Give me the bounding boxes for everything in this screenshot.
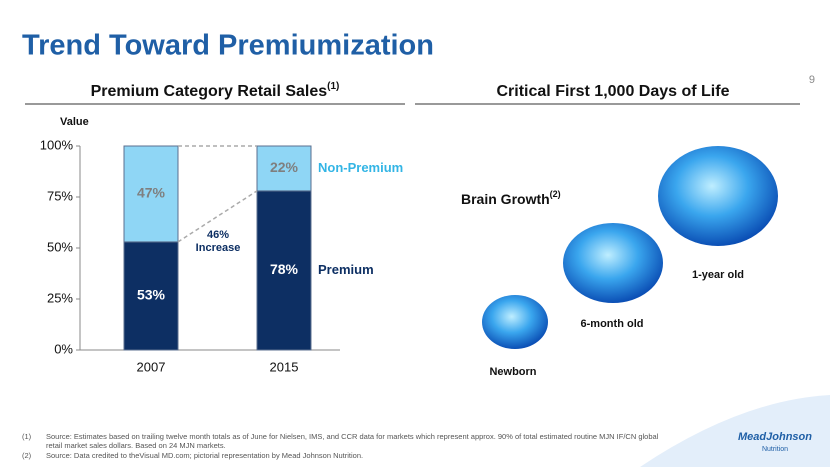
data-label: 22% [270, 159, 299, 175]
footnote-ref: (2) [550, 189, 561, 199]
annotation: 46% [207, 229, 229, 241]
legend-label: Non-Premium [318, 160, 403, 175]
bar-segment [256, 145, 312, 192]
y-tick-label: 25% [47, 290, 73, 305]
data-label: 47% [137, 185, 166, 201]
y-axis-label: Value [60, 116, 89, 128]
y-tick-label: 100% [40, 137, 74, 152]
connector [177, 190, 258, 243]
chart-title-text: Premium Category Retail Sales [91, 83, 328, 100]
annotation: Increase [196, 242, 241, 254]
section-subtitle: Brain Growth(2) [461, 189, 561, 206]
footnote-text: Source: Data credited to theVisual MD.co… [46, 451, 364, 460]
logo: Nutrition [762, 446, 788, 453]
footnote: (1) Source: Estimates based on trailing t… [22, 432, 672, 450]
brain-images [482, 146, 778, 349]
y-tick-label: 75% [47, 188, 73, 203]
bar-segment [256, 190, 312, 351]
brain-newborn [482, 295, 548, 349]
logo: MeadJohnson [738, 431, 812, 443]
footnote-marker: (1) [22, 432, 32, 441]
footnote-ref: (1) [327, 81, 339, 92]
brain-1-year [658, 146, 778, 246]
slide-title: Trend Toward Premiumization [22, 30, 434, 62]
y-tick-label: 50% [47, 239, 73, 254]
x-tick-label: 2007 [137, 359, 166, 374]
data-label: 53% [137, 287, 166, 303]
page-number: 9 [809, 74, 815, 86]
footnote: (2) Source: Data credited to theVisual MD… [22, 451, 672, 460]
section-title: Critical First 1,000 Days of Life [497, 83, 730, 100]
y-tick-label: 0% [54, 341, 73, 356]
chart-title: Premium Category Retail Sales(1) [91, 81, 340, 101]
footnote-text: Source: Estimates based on trailing twel… [46, 432, 659, 450]
subtitle-text: Brain Growth [461, 191, 550, 207]
stage-label: 6-month old [581, 318, 644, 330]
stage-label: 1-year old [692, 269, 744, 281]
swoosh [640, 395, 830, 467]
footnote-marker: (2) [22, 451, 32, 460]
bar-segment [123, 241, 179, 351]
data-label: 78% [270, 261, 299, 277]
bar-segment [123, 145, 179, 243]
legend-label: Premium [318, 262, 374, 277]
brain-6-month [563, 223, 663, 303]
x-tick-label: 2015 [270, 359, 299, 374]
stage-label: Newborn [489, 366, 536, 378]
